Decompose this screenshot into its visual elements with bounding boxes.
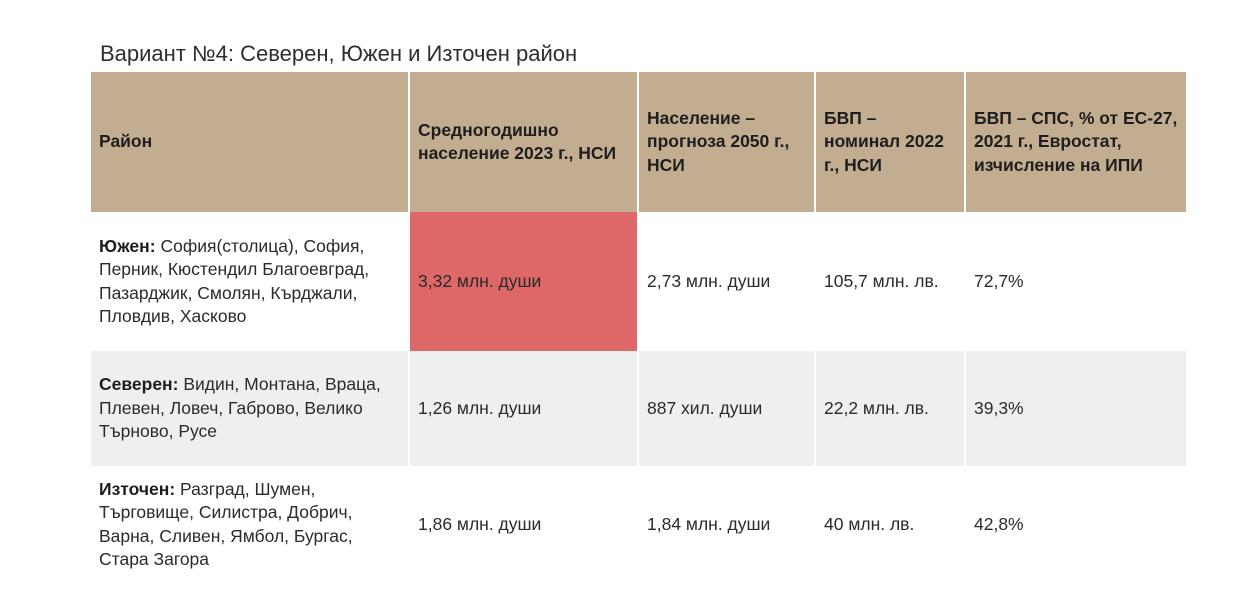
regions-table: Район Средногодишно население 2023 г., Н… (91, 72, 1186, 583)
gdp-pps-cell: 42,8% (965, 466, 1186, 583)
gdp-pps-cell: 39,3% (965, 351, 1186, 466)
region-name: Южен: (99, 235, 156, 256)
header-region: Район (91, 72, 410, 212)
header-gdp-pps: БВП – СПС, % от ЕС-27, 2021 г., Евростат… (965, 72, 1186, 212)
table-row: Южен: София(столица), София, Перник, Кюс… (91, 212, 1186, 351)
population-2050-cell: 887 хил. души (638, 351, 816, 466)
table-header-row: Район Средногодишно население 2023 г., Н… (91, 72, 1186, 212)
table-row: Северен: Видин, Монтана, Враца, Плевен, … (91, 351, 1186, 466)
table-row: Източен: Разград, Шумен, Търговище, Сили… (91, 466, 1186, 583)
region-cell: Южен: София(столица), София, Перник, Кюс… (91, 212, 410, 351)
gdp-nominal-cell: 105,7 млн. лв. (815, 212, 966, 351)
population-2050-cell: 2,73 млн. души (638, 212, 816, 351)
region-districts: София(столица), София, Перник, Кюстендил… (99, 235, 370, 327)
region-cell: Северен: Видин, Монтана, Враца, Плевен, … (91, 351, 410, 466)
population-2050-cell: 1,84 млн. души (638, 466, 816, 583)
gdp-nominal-cell: 40 млн. лв. (815, 466, 966, 583)
population-2023-cell: 1,26 млн. души (409, 351, 639, 466)
region-name: Източен: (99, 478, 176, 499)
gdp-pps-cell: 72,7% (965, 212, 1186, 351)
header-population-2050: Население – прогноза 2050 г., НСИ (638, 72, 816, 212)
region-districts: Разград, Шумен, Търговище, Силистра, Доб… (99, 478, 353, 570)
gdp-nominal-cell: 22,2 млн. лв. (815, 351, 966, 466)
header-gdp-nominal: БВП – номинал 2022 г., НСИ (815, 72, 966, 212)
population-2023-cell: 1,86 млн. души (409, 466, 639, 583)
page-title: Вариант №4: Северен, Южен и Източен райо… (100, 41, 578, 66)
region-districts: Видин, Монтана, Враца, Плевен, Ловеч, Га… (99, 374, 381, 442)
header-population-2023: Средногодишно население 2023 г., НСИ (409, 72, 639, 212)
population-2023-cell: 3,32 млн. души (409, 212, 639, 351)
region-name: Северен: (99, 374, 179, 395)
region-cell: Източен: Разград, Шумен, Търговище, Сили… (91, 466, 410, 583)
